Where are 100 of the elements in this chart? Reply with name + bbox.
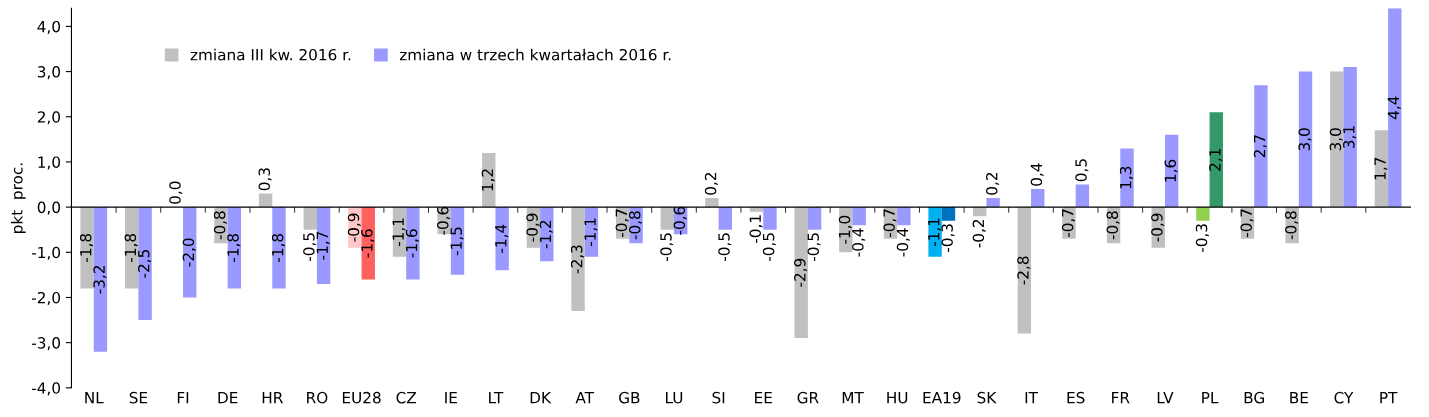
bar bbox=[718, 207, 733, 230]
x-tick-label: DK bbox=[530, 392, 552, 404]
data-label: -0,2 bbox=[972, 219, 986, 248]
x-tick-label: MT bbox=[842, 392, 864, 404]
legend-label: zmiana w trzech kwartałach 2016 r. bbox=[399, 48, 671, 61]
data-label: -1,8 bbox=[79, 233, 94, 262]
data-label: -2,0 bbox=[182, 238, 196, 267]
data-label: -0,4 bbox=[852, 228, 866, 257]
x-tick-label: PL bbox=[1202, 392, 1219, 404]
x-tick-label: BG bbox=[1244, 391, 1264, 404]
data-label: -0,3 bbox=[1195, 224, 1209, 252]
data-label: 4,4 bbox=[1387, 96, 1401, 120]
x-tick-label: CY bbox=[1334, 391, 1354, 404]
data-label: -0,9 bbox=[347, 213, 361, 242]
data-label: -0,6 bbox=[437, 206, 451, 235]
bar bbox=[794, 207, 808, 339]
data-label: 0,5 bbox=[1075, 159, 1089, 182]
data-label: 0,2 bbox=[704, 173, 718, 195]
data-label: -0,5 bbox=[762, 233, 776, 262]
bar bbox=[1196, 207, 1210, 221]
data-label: -3,2 bbox=[93, 266, 107, 294]
bar bbox=[807, 207, 822, 230]
data-label: -1,8 bbox=[227, 233, 241, 262]
data-label: -0,8 bbox=[1285, 211, 1299, 240]
data-label: -1,5 bbox=[450, 227, 464, 256]
bar bbox=[303, 207, 317, 230]
data-label: -1,2 bbox=[539, 220, 553, 249]
x-tick-label: LT bbox=[489, 392, 504, 404]
data-label: 1,3 bbox=[1119, 166, 1133, 189]
x-tick-label: GB bbox=[619, 391, 640, 404]
bar bbox=[660, 207, 674, 230]
data-label: 1,7 bbox=[1374, 157, 1388, 180]
data-label: -0,8 bbox=[628, 211, 643, 240]
bar bbox=[897, 207, 911, 226]
data-label: -1,1 bbox=[928, 218, 942, 247]
data-label: 3,0 bbox=[1329, 128, 1343, 151]
data-label: -1,6 bbox=[405, 229, 419, 258]
data-label: -0,6 bbox=[673, 206, 687, 235]
data-label: -1,4 bbox=[495, 224, 509, 253]
bar bbox=[1298, 71, 1313, 208]
data-label: -0,5 bbox=[303, 233, 317, 262]
data-label: -2,5 bbox=[137, 250, 152, 278]
data-label: -1,0 bbox=[838, 215, 852, 244]
data-label: 3,0 bbox=[1298, 128, 1312, 151]
data-label: 0,4 bbox=[1030, 163, 1044, 186]
data-label: 2,1 bbox=[1209, 148, 1223, 171]
y-tick-label: 0,0 bbox=[37, 201, 61, 215]
x-tick-label: SE bbox=[129, 391, 148, 404]
data-label: -1,8 bbox=[124, 233, 138, 262]
bar bbox=[1017, 207, 1032, 334]
data-label: 0,2 bbox=[985, 173, 1000, 195]
x-tick-label: LU bbox=[666, 392, 683, 404]
data-label: -1,8 bbox=[271, 233, 285, 262]
y-tick-label: -2,0 bbox=[31, 291, 61, 306]
data-label: -0,7 bbox=[615, 209, 629, 238]
x-tick-label: GR bbox=[797, 391, 819, 404]
bar bbox=[763, 207, 777, 230]
data-label: -0,9 bbox=[526, 213, 540, 242]
data-label: -2,3 bbox=[570, 245, 585, 274]
bar bbox=[1075, 184, 1090, 208]
bar bbox=[571, 207, 585, 312]
x-tick-label: IT bbox=[1025, 392, 1039, 404]
bar bbox=[1031, 189, 1045, 208]
x-tick-label: PT bbox=[1380, 392, 1398, 404]
bar bbox=[316, 207, 331, 284]
bar bbox=[1343, 67, 1357, 208]
data-label: -0,7 bbox=[1061, 209, 1075, 238]
y-tick-label: 2,0 bbox=[37, 111, 61, 125]
x-tick-label: HU bbox=[887, 392, 908, 404]
data-label: -0,3 bbox=[941, 224, 955, 252]
x-tick-label: IE bbox=[445, 392, 457, 404]
bar bbox=[93, 207, 108, 352]
y-tick-label: 3,0 bbox=[37, 66, 61, 80]
data-label: -0,7 bbox=[1240, 209, 1254, 238]
x-tick-label: DE bbox=[218, 392, 238, 404]
x-tick-label: LV bbox=[1157, 392, 1174, 404]
x-tick-label: FR bbox=[1112, 392, 1130, 404]
bar bbox=[80, 207, 94, 289]
bar bbox=[1374, 130, 1389, 208]
data-label: -1,6 bbox=[361, 229, 375, 258]
bar bbox=[138, 207, 152, 321]
y-tick-label: 1,0 bbox=[38, 156, 61, 170]
x-tick-label: ES bbox=[1067, 391, 1085, 404]
x-tick-label: AT bbox=[575, 392, 595, 404]
bar bbox=[928, 207, 942, 257]
bar bbox=[1120, 148, 1134, 208]
x-tick-label: BE bbox=[1290, 392, 1308, 404]
bar bbox=[705, 198, 719, 208]
bar bbox=[986, 198, 1000, 208]
x-tick-label: SI bbox=[712, 391, 725, 404]
data-label: -1,7 bbox=[316, 231, 330, 260]
bar bbox=[852, 207, 866, 226]
data-label: 2,7 bbox=[1253, 135, 1267, 158]
data-label: -0,7 bbox=[883, 209, 897, 238]
data-label: -1,1 bbox=[392, 218, 406, 247]
legend-label: zmiana III kw. 2016 r. bbox=[190, 48, 351, 61]
data-label: -0,9 bbox=[1151, 213, 1165, 242]
bar bbox=[495, 207, 509, 271]
bar bbox=[1209, 112, 1223, 208]
data-label: 1,2 bbox=[481, 169, 495, 191]
